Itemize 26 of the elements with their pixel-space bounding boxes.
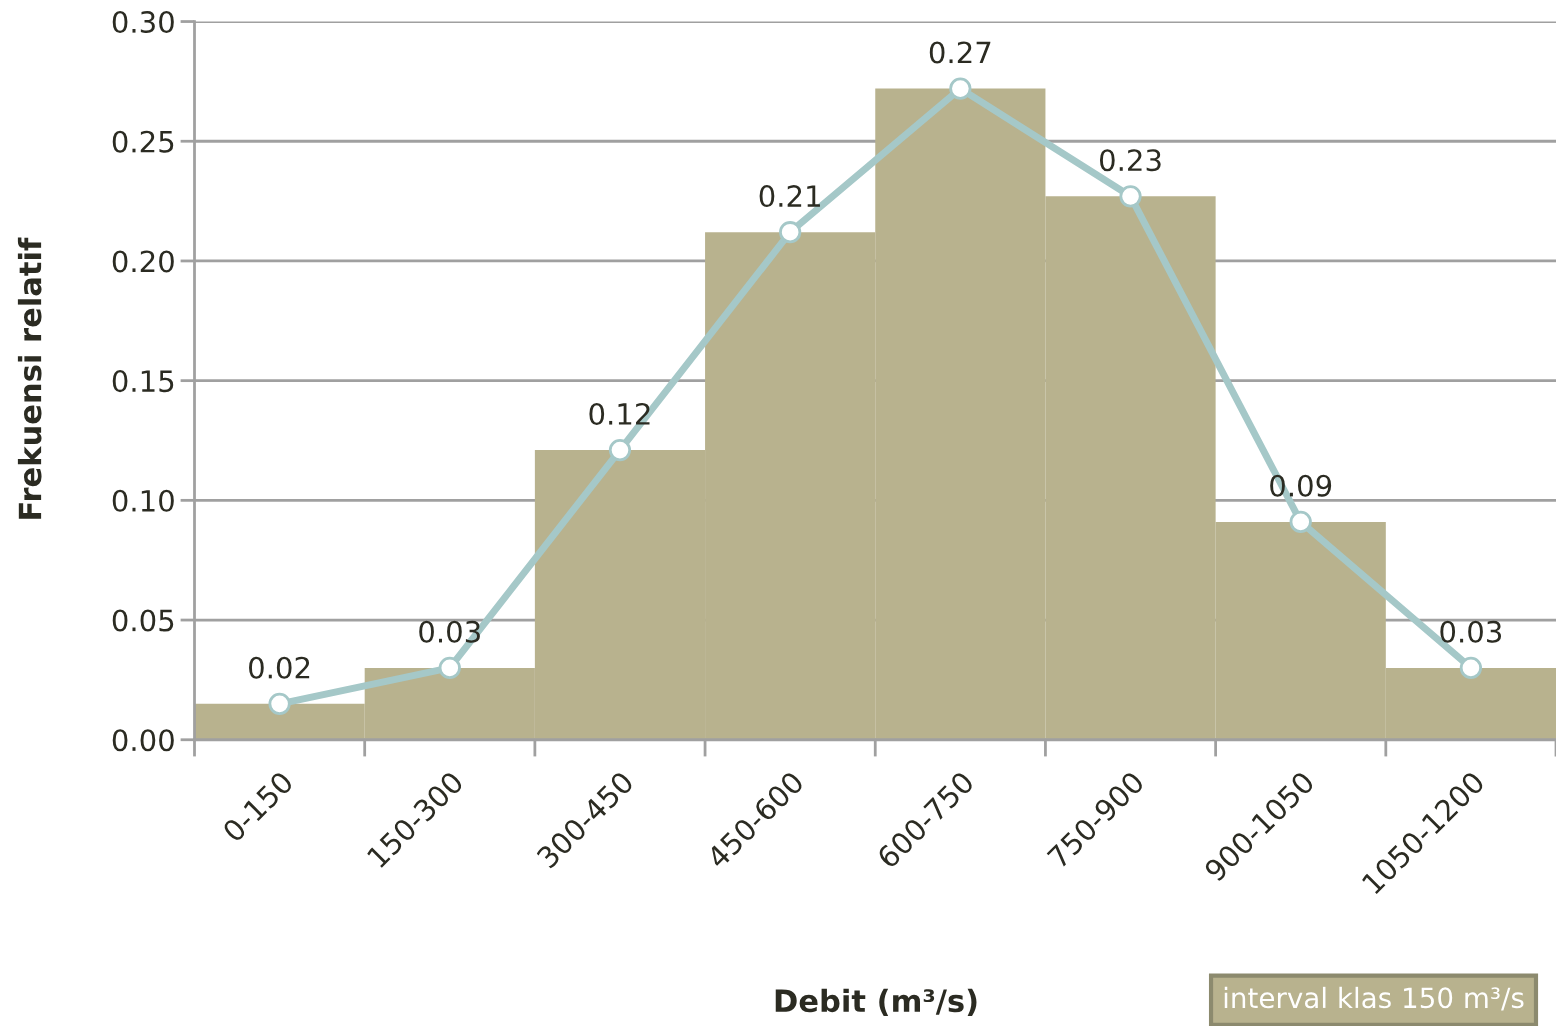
point bbox=[779, 221, 802, 244]
data-label: 0.21 bbox=[759, 185, 820, 208]
point bbox=[949, 77, 972, 100]
x-axis-title: Debit (m³/s) bbox=[775, 988, 977, 1016]
data-label: 0.02 bbox=[249, 656, 310, 679]
y-tick-label: 0.00 bbox=[112, 729, 174, 752]
data-label: 0.23 bbox=[1099, 149, 1161, 172]
y-tick-label: 0.20 bbox=[112, 250, 174, 273]
y-tick-label: 0.10 bbox=[112, 489, 174, 512]
data-label: 0.03 bbox=[1440, 620, 1502, 643]
text: interval klas 150 m³/s bbox=[1224, 986, 1524, 1011]
y-tick-label: 0.30 bbox=[112, 10, 174, 34]
data-label: 0.03 bbox=[419, 620, 480, 643]
y-tick-label: 0.05 bbox=[112, 609, 174, 632]
point bbox=[1119, 185, 1142, 208]
point bbox=[268, 692, 291, 715]
y-tick-label: 0.15 bbox=[112, 370, 174, 393]
point bbox=[608, 438, 632, 462]
y-axis-title: Frekuensi relatif bbox=[17, 237, 42, 519]
data-label: 0.27 bbox=[929, 41, 991, 64]
point bbox=[1459, 656, 1483, 680]
data-label: 0.12 bbox=[589, 402, 650, 425]
data-label: 0.09 bbox=[1270, 474, 1332, 497]
y-tick-label: 0.25 bbox=[112, 130, 174, 153]
point bbox=[438, 656, 461, 680]
point bbox=[1289, 510, 1312, 533]
